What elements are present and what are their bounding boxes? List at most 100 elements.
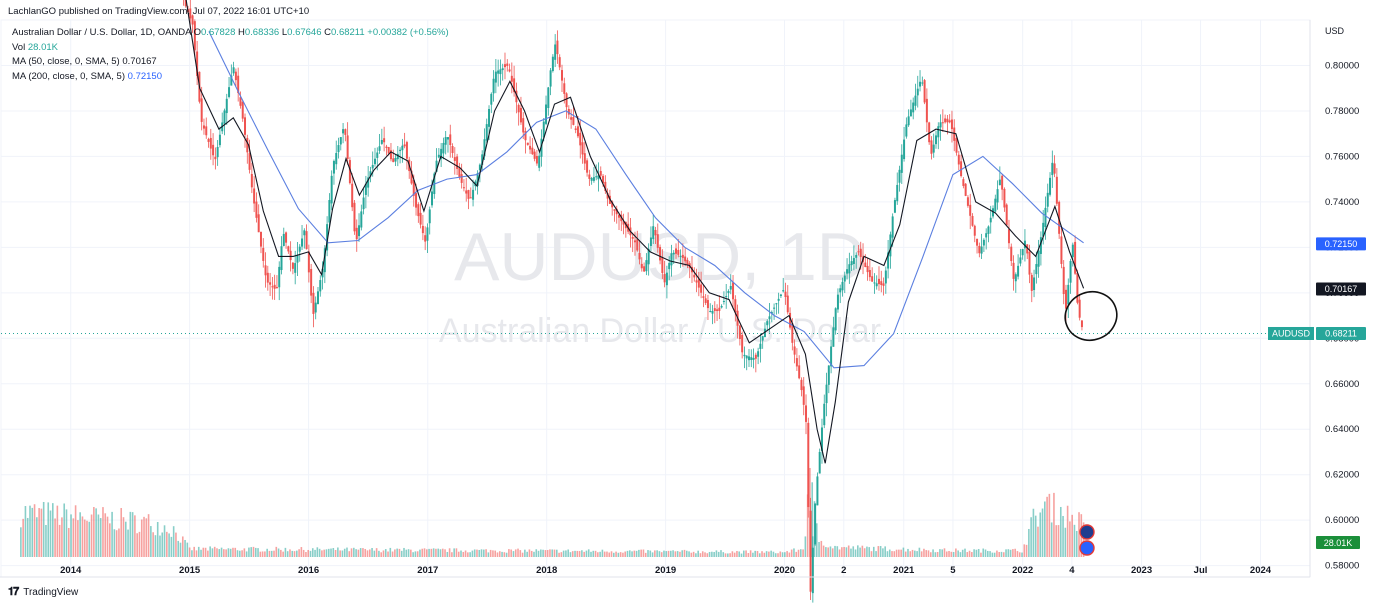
ma50-line bbox=[185, 0, 1085, 464]
candle-body bbox=[1051, 162, 1054, 176]
volume-bar bbox=[911, 549, 914, 557]
candle-body bbox=[966, 197, 969, 206]
candle-body bbox=[745, 355, 748, 359]
volume-bar bbox=[571, 551, 574, 557]
volume-bar bbox=[843, 546, 845, 557]
candle-body bbox=[996, 189, 999, 203]
candle-body bbox=[905, 124, 908, 137]
candle-body bbox=[948, 120, 951, 123]
candle-body bbox=[248, 153, 251, 170]
published-line: LachlanGO published on TradingView.com, … bbox=[8, 6, 310, 17]
volume-bar bbox=[216, 548, 218, 557]
volume-bar bbox=[555, 549, 558, 557]
volume-bar bbox=[756, 551, 759, 557]
volume-bar bbox=[195, 550, 198, 557]
candle-body bbox=[985, 233, 988, 238]
volume-bar bbox=[872, 546, 875, 557]
volume-bar bbox=[587, 549, 590, 557]
candle-body bbox=[262, 247, 265, 261]
candle-body bbox=[467, 190, 470, 199]
price-axis[interactable]: 0.800000.780000.760000.740000.720000.700… bbox=[1325, 60, 1359, 571]
volume-bar bbox=[1016, 551, 1019, 557]
volume-bar bbox=[713, 551, 715, 557]
event-flags[interactable] bbox=[1079, 524, 1095, 556]
x-tick-label: 5 bbox=[950, 565, 956, 576]
candle-body bbox=[378, 146, 381, 151]
volume-bar bbox=[959, 552, 962, 557]
volume-bar bbox=[45, 524, 47, 557]
candle-body bbox=[579, 132, 582, 146]
volume-bar bbox=[439, 549, 442, 557]
volume-bar bbox=[327, 548, 330, 557]
volume-bar bbox=[544, 550, 547, 557]
volume-bar bbox=[886, 551, 889, 557]
candle-body bbox=[440, 148, 443, 159]
volume-bar bbox=[111, 511, 113, 557]
volume-bar bbox=[277, 548, 280, 557]
volume-bar bbox=[916, 551, 918, 557]
volume-bar bbox=[920, 551, 923, 557]
volume-bar bbox=[838, 549, 841, 557]
candle-body bbox=[793, 346, 796, 355]
footer[interactable]: 𝟏𝟕 TradingView bbox=[8, 586, 78, 599]
candle-body bbox=[269, 282, 272, 285]
volume-bar bbox=[122, 517, 125, 557]
volume-bar bbox=[211, 548, 214, 557]
candle-body bbox=[823, 403, 826, 426]
change-value: +0.00382 (+0.56%) bbox=[367, 27, 449, 38]
volume-bar bbox=[1014, 548, 1016, 557]
volume-bar bbox=[900, 549, 902, 557]
volume-bar bbox=[311, 548, 314, 557]
x-tick-label: 2020 bbox=[774, 565, 795, 576]
candle-body bbox=[230, 75, 233, 86]
candle-body bbox=[656, 234, 659, 248]
volume-bar bbox=[391, 551, 394, 557]
candle-body bbox=[561, 70, 563, 81]
volume-bar bbox=[441, 548, 444, 557]
candle-body bbox=[665, 272, 668, 286]
candle-body bbox=[766, 321, 769, 326]
volume-bar bbox=[594, 550, 597, 557]
candle-body bbox=[415, 193, 418, 208]
volume-bar bbox=[300, 547, 303, 557]
volume-bar bbox=[186, 542, 189, 557]
volume-bar bbox=[977, 548, 980, 557]
volume-bar bbox=[836, 546, 839, 557]
candle-body bbox=[722, 301, 725, 303]
volume-bar bbox=[1025, 544, 1028, 557]
volume-bar bbox=[179, 542, 182, 557]
volume-bar bbox=[706, 553, 709, 557]
volume-bar bbox=[891, 551, 893, 557]
candle-body bbox=[989, 217, 992, 223]
volume-bar bbox=[811, 482, 814, 557]
candle-body bbox=[1003, 188, 1006, 208]
volume-bar bbox=[893, 551, 896, 557]
candle-body bbox=[1080, 320, 1083, 328]
candle-body bbox=[426, 227, 429, 241]
volume-bar bbox=[478, 549, 481, 557]
volume-bar bbox=[612, 552, 615, 557]
volume-bar bbox=[875, 551, 877, 557]
volume-bar bbox=[799, 549, 802, 557]
candle-body bbox=[353, 202, 356, 232]
candle-body bbox=[374, 158, 376, 165]
candle-body bbox=[686, 259, 689, 265]
candle-body bbox=[955, 138, 958, 153]
volume-bar bbox=[957, 550, 959, 557]
candle-body bbox=[964, 183, 967, 196]
candle-body bbox=[232, 67, 235, 74]
volume-bar bbox=[389, 547, 392, 557]
volume-bar bbox=[971, 552, 973, 557]
candle-body bbox=[875, 283, 878, 287]
candle-body bbox=[711, 311, 714, 314]
candle-body bbox=[431, 191, 434, 206]
volume-bar bbox=[220, 547, 223, 557]
volume-bar bbox=[510, 549, 512, 557]
volume-bar bbox=[674, 551, 677, 557]
volume-bar bbox=[152, 532, 154, 557]
volume-bar bbox=[519, 550, 522, 557]
candle-body bbox=[517, 104, 520, 113]
volume-bar bbox=[747, 553, 750, 557]
volume-row: Vol 28.01K bbox=[12, 41, 58, 53]
